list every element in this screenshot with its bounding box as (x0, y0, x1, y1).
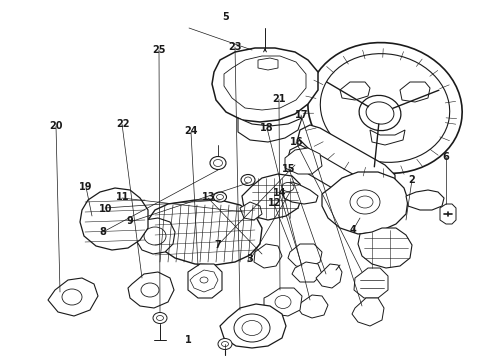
Polygon shape (224, 56, 306, 110)
Ellipse shape (245, 177, 251, 183)
Text: 24: 24 (184, 126, 198, 136)
Ellipse shape (214, 159, 222, 166)
Polygon shape (238, 118, 302, 142)
Text: 13: 13 (201, 192, 215, 202)
Text: 2: 2 (408, 175, 415, 185)
Ellipse shape (308, 42, 462, 174)
Polygon shape (220, 304, 286, 348)
Text: 11: 11 (116, 192, 129, 202)
Polygon shape (297, 295, 328, 318)
Text: 7: 7 (215, 240, 221, 250)
Text: 1: 1 (185, 335, 192, 345)
Text: 17: 17 (294, 110, 308, 120)
Ellipse shape (221, 342, 228, 346)
Text: 18: 18 (260, 123, 274, 133)
Ellipse shape (218, 338, 232, 350)
Polygon shape (80, 188, 148, 250)
Polygon shape (406, 190, 444, 210)
Text: 5: 5 (222, 12, 229, 22)
Polygon shape (316, 264, 342, 288)
Text: 8: 8 (99, 227, 106, 237)
Polygon shape (188, 264, 222, 298)
Text: 12: 12 (268, 198, 281, 208)
Polygon shape (288, 244, 322, 268)
Text: 9: 9 (126, 216, 133, 226)
Polygon shape (370, 130, 405, 145)
Ellipse shape (214, 192, 226, 202)
Ellipse shape (153, 312, 167, 324)
Text: 22: 22 (116, 119, 129, 129)
Ellipse shape (320, 54, 450, 162)
Ellipse shape (156, 315, 164, 320)
Polygon shape (254, 244, 282, 268)
Polygon shape (136, 218, 175, 254)
Text: 21: 21 (272, 94, 286, 104)
Ellipse shape (144, 227, 166, 245)
Polygon shape (292, 262, 322, 282)
Ellipse shape (62, 289, 82, 305)
Text: 16: 16 (290, 137, 303, 147)
Text: 14: 14 (272, 188, 286, 198)
Text: 19: 19 (79, 182, 93, 192)
Polygon shape (282, 182, 318, 204)
Ellipse shape (282, 183, 294, 192)
Polygon shape (440, 204, 456, 224)
Text: 3: 3 (246, 254, 253, 264)
Polygon shape (400, 82, 430, 102)
Polygon shape (352, 298, 384, 326)
Ellipse shape (359, 95, 401, 131)
Polygon shape (240, 202, 262, 220)
Text: 6: 6 (442, 152, 449, 162)
Text: 10: 10 (98, 204, 112, 214)
Polygon shape (264, 288, 302, 316)
Text: 4: 4 (349, 225, 356, 235)
Polygon shape (212, 48, 318, 122)
Ellipse shape (275, 296, 291, 309)
Polygon shape (322, 172, 408, 234)
Ellipse shape (141, 283, 159, 297)
Polygon shape (190, 270, 218, 292)
Polygon shape (340, 82, 370, 100)
Ellipse shape (200, 277, 208, 283)
Ellipse shape (217, 194, 223, 199)
Ellipse shape (242, 320, 262, 336)
Text: 25: 25 (152, 45, 166, 55)
Polygon shape (298, 125, 395, 192)
Ellipse shape (366, 102, 394, 124)
Polygon shape (242, 174, 302, 220)
Ellipse shape (241, 175, 255, 185)
Text: 20: 20 (49, 121, 63, 131)
Polygon shape (285, 148, 322, 174)
Ellipse shape (350, 190, 380, 214)
Text: 23: 23 (228, 42, 242, 52)
Polygon shape (48, 278, 98, 316)
Ellipse shape (357, 196, 373, 208)
Ellipse shape (234, 314, 270, 342)
Polygon shape (358, 228, 412, 268)
Ellipse shape (210, 157, 226, 170)
Polygon shape (288, 145, 390, 215)
Polygon shape (128, 272, 174, 308)
Polygon shape (354, 268, 388, 298)
Text: 15: 15 (282, 164, 296, 174)
Polygon shape (148, 200, 262, 265)
Polygon shape (258, 58, 278, 70)
